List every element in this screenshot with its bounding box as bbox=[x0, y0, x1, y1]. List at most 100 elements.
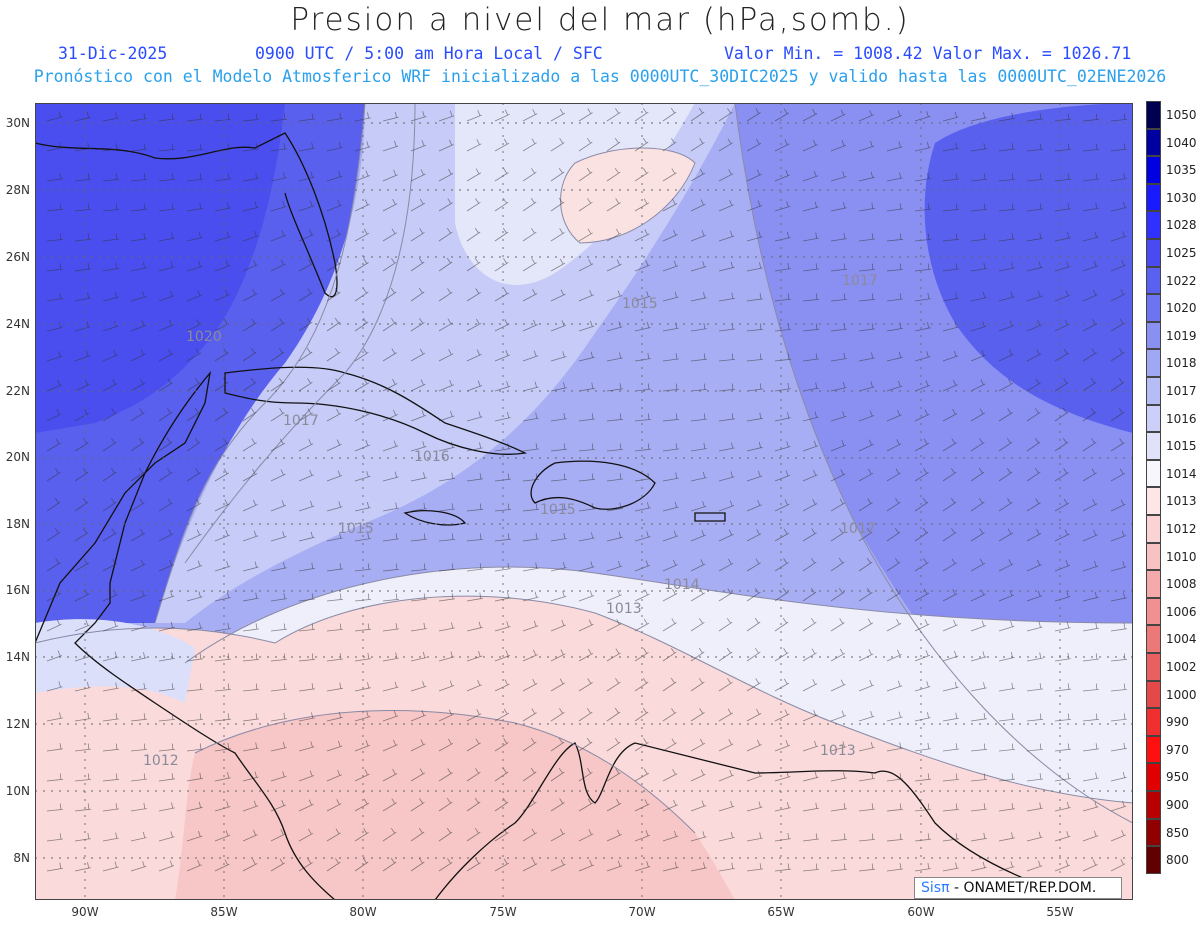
isobar-1013 bbox=[35, 595, 1133, 804]
colorbar-label: 1013 bbox=[1166, 494, 1197, 509]
isobar-1020 bbox=[154, 103, 366, 624]
colorbar-swatch bbox=[1146, 432, 1161, 460]
colorbar-swatch bbox=[1146, 404, 1161, 433]
colorbar-swatch bbox=[1146, 101, 1161, 129]
colorbar-swatch bbox=[1146, 515, 1161, 543]
colorbar-label: 950 bbox=[1166, 770, 1189, 785]
puerto-rico-coast bbox=[694, 512, 726, 522]
colorbar-swatch bbox=[1146, 128, 1161, 157]
lon-label: 70W bbox=[628, 905, 656, 919]
contour-label: 1015 bbox=[622, 296, 658, 312]
colorbar-label: 1020 bbox=[1166, 301, 1197, 316]
colorbar-swatch bbox=[1146, 597, 1161, 626]
lat-label: 10N bbox=[5, 784, 30, 798]
isobar-1012 bbox=[194, 710, 696, 834]
lat-label: 24N bbox=[5, 317, 30, 331]
colorbar-label: 1050 bbox=[1166, 108, 1197, 122]
lon-label: 65W bbox=[767, 905, 795, 919]
west-high-core bbox=[35, 103, 285, 433]
colorbar-label: 1019 bbox=[1166, 328, 1197, 343]
east-high-core bbox=[924, 103, 1133, 433]
colorbar-swatch bbox=[1146, 459, 1161, 488]
florida-coast bbox=[35, 132, 338, 298]
colorbar-swatch bbox=[1146, 321, 1161, 350]
colorbar-label: 1018 bbox=[1166, 356, 1197, 371]
colorbar-label: 800 bbox=[1166, 853, 1189, 868]
colorbar-label: 1028 bbox=[1166, 218, 1197, 233]
isobars bbox=[35, 103, 1133, 834]
wind-barbs bbox=[46, 107, 1127, 872]
contour-label: 1017 bbox=[842, 273, 878, 289]
lat-label: 18N bbox=[5, 517, 30, 531]
lat-label: 20N bbox=[5, 450, 30, 464]
lat-label: 26N bbox=[5, 250, 30, 264]
lon-label: 90W bbox=[71, 905, 99, 919]
colorbar-label: 1022 bbox=[1166, 273, 1197, 288]
colorbar-swatch bbox=[1146, 570, 1161, 598]
pressure-map bbox=[35, 103, 1133, 900]
forecast-time: 0900 UTC / 5:00 am Hora Local / SFC bbox=[255, 44, 603, 63]
south-low-core bbox=[175, 710, 735, 900]
isobar-1017-east bbox=[734, 103, 1133, 824]
lon-label: 60W bbox=[907, 905, 935, 919]
map-frame bbox=[35, 103, 1133, 900]
contour-label: 1020 bbox=[186, 329, 222, 345]
colorbar-label: 1012 bbox=[1166, 522, 1197, 536]
colorbar-label: 1035 bbox=[1166, 163, 1197, 178]
contour-label: 1017 bbox=[840, 521, 876, 537]
colorbar-swatch bbox=[1146, 708, 1161, 736]
colorbar-label: 1016 bbox=[1166, 411, 1197, 426]
model-info: Pronóstico con el Modelo Atmosferico WRF… bbox=[33, 67, 1167, 86]
lon-label: 75W bbox=[489, 905, 517, 919]
gulf-honduras-band bbox=[35, 619, 195, 703]
lon-label: 85W bbox=[210, 905, 238, 919]
map-title: Presion a nivel del mar (hPa,somb.) bbox=[290, 2, 910, 38]
lat-label: 30N bbox=[5, 116, 30, 130]
credit-box: Sisπ - ONAMET/REP.DOM. bbox=[914, 877, 1122, 899]
lat-label: 16N bbox=[5, 583, 30, 597]
colorbar-label: 990 bbox=[1166, 715, 1189, 730]
lon-label: 55W bbox=[1046, 905, 1074, 919]
contour-label: 1012 bbox=[143, 753, 179, 769]
colorbar-swatch bbox=[1146, 818, 1161, 847]
contour-label: 1017 bbox=[283, 413, 319, 429]
contour-label: 1015 bbox=[338, 521, 374, 537]
forecast-date: 31-Dic-2025 bbox=[58, 44, 168, 63]
colorbar-swatch bbox=[1146, 239, 1161, 267]
lat-label: 12N bbox=[5, 717, 30, 731]
colorbar-label: 1017 bbox=[1166, 384, 1197, 398]
colorbar-label: 1008 bbox=[1166, 577, 1197, 592]
colorbar-swatch bbox=[1146, 791, 1161, 819]
colorbar-label: 1014 bbox=[1166, 466, 1197, 481]
colorbar-label: 900 bbox=[1166, 798, 1189, 812]
credit-org: - ONAMET/REP.DOM. bbox=[953, 880, 1097, 896]
isobar-1014 bbox=[560, 147, 696, 244]
colorbar-swatch bbox=[1146, 349, 1161, 377]
contour-label: 1014 bbox=[664, 577, 700, 593]
isobar-1017 bbox=[184, 103, 416, 564]
colorbar-label: 1015 bbox=[1166, 439, 1197, 454]
colorbar-label: 1004 bbox=[1166, 632, 1197, 647]
colorbar-swatch bbox=[1146, 653, 1161, 681]
colorbar-swatch bbox=[1146, 625, 1161, 653]
colorbar-swatch bbox=[1146, 846, 1161, 874]
colorbar-label: 1006 bbox=[1166, 604, 1197, 619]
hispaniola-coast bbox=[530, 460, 656, 510]
contour-label: 1013 bbox=[606, 601, 642, 617]
colorbar-swatch bbox=[1146, 294, 1161, 322]
colorbar-swatch bbox=[1146, 183, 1161, 212]
north-low-spot bbox=[560, 148, 695, 243]
colorbar-swatch bbox=[1146, 377, 1161, 405]
min-max-values: Valor Min. = 1008.42 Valor Max. = 1026.7… bbox=[724, 44, 1132, 63]
colorbar-swatch bbox=[1146, 156, 1161, 184]
lon-label: 80W bbox=[349, 905, 377, 919]
contour-label: 1016 bbox=[414, 449, 450, 465]
south-america-coast bbox=[434, 742, 1036, 900]
colorbar-label: 850 bbox=[1166, 825, 1189, 840]
colorbar-swatch bbox=[1146, 680, 1161, 709]
colorbar-swatch bbox=[1146, 542, 1161, 571]
colorbar-label: 1010 bbox=[1166, 549, 1197, 564]
colorbar-swatch bbox=[1146, 266, 1161, 295]
colorbar-label: 1040 bbox=[1166, 135, 1197, 150]
colorbar-swatch bbox=[1146, 735, 1161, 764]
